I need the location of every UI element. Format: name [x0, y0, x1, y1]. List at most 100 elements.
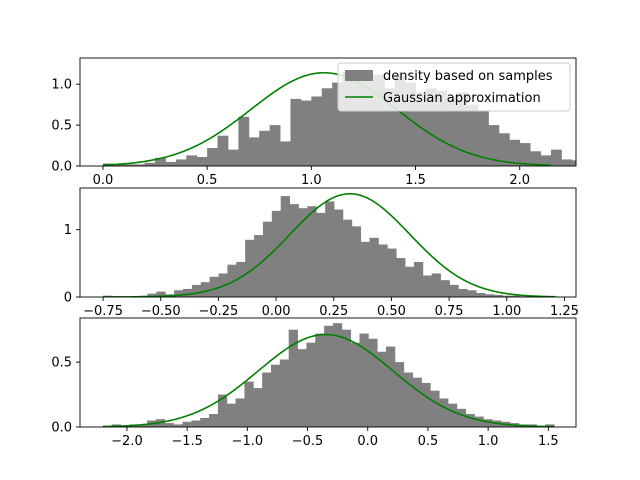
histogram-bar — [484, 294, 495, 297]
histogram-bar — [306, 342, 316, 427]
histogram-bar — [511, 295, 521, 297]
x-tick-label: 0.0 — [93, 173, 114, 188]
subplots: 0.0 0.5 1.0 1.5 2.0 0.0 0.5 1.0 density based on… — [51, 57, 579, 449]
histogram-bar — [147, 293, 157, 297]
subplot-2: −0.75 −0.50 −0.25 0.00 0.25 0.50 0.75 1.00 1.25 0… — [64, 187, 579, 319]
histogram-bar — [144, 162, 156, 166]
histogram-bar — [227, 149, 239, 166]
histogram-3 — [102, 323, 555, 427]
histogram-bar — [332, 323, 343, 427]
x-tick-label: 0.00 — [262, 304, 291, 319]
x-tick-label: −0.25 — [198, 304, 238, 319]
histogram-bar — [200, 282, 211, 297]
histogram-bar — [561, 159, 573, 166]
axes-frame — [79, 317, 577, 428]
histogram-bar — [186, 155, 198, 166]
y-tick-label: 1 — [64, 223, 72, 238]
histogram-bar — [425, 88, 437, 166]
histogram-bar — [173, 424, 183, 427]
x-tick-label: 0.0 — [357, 434, 378, 449]
histogram-bar — [262, 221, 273, 297]
y-tick-label: 0.5 — [51, 119, 72, 134]
histogram-2 — [103, 196, 557, 297]
histogram-bar — [458, 288, 468, 297]
histogram-bar — [412, 377, 422, 427]
histogram-bar — [550, 149, 562, 166]
legend-label-gaussian: Gaussian approximation — [383, 91, 541, 106]
histogram-bar — [342, 219, 353, 297]
histogram-bar — [244, 381, 254, 427]
histogram-bar — [483, 419, 493, 427]
histogram-bar — [377, 351, 387, 427]
histogram-bar — [509, 139, 521, 166]
histogram-bar — [174, 290, 184, 297]
histogram-bar — [502, 295, 513, 297]
histogram-bar — [394, 362, 405, 427]
histogram-bar — [253, 388, 263, 427]
histogram-bar — [134, 164, 146, 166]
histogram-bar — [270, 364, 281, 427]
histogram-bar — [373, 74, 385, 166]
histogram-bar — [196, 157, 208, 166]
y-tick-label: 1.0 — [51, 78, 72, 93]
histogram-bar — [476, 292, 486, 297]
subplot-1: 0.0 0.5 1.0 1.5 2.0 0.0 0.5 1.0 density based on… — [51, 57, 577, 188]
histogram-bar — [288, 329, 298, 427]
histogram-bar — [540, 155, 552, 166]
histogram-bar — [289, 204, 299, 297]
x-tick-label: −0.5 — [292, 434, 324, 449]
x-tick-label: 1.5 — [538, 434, 559, 449]
histogram-bar — [155, 157, 166, 166]
histogram-bar — [359, 333, 369, 427]
histogram-bar — [236, 262, 246, 297]
histogram-bar — [164, 423, 175, 427]
legend-box — [337, 62, 571, 112]
histogram-bar — [248, 137, 260, 166]
x-tick-label: −1.0 — [232, 434, 264, 449]
histogram-bar — [259, 130, 271, 166]
histogram-bar — [209, 276, 219, 297]
histogram-bar — [191, 284, 202, 297]
histogram-bar — [290, 98, 302, 166]
x-tick-label: 0.75 — [435, 304, 464, 319]
histogram-bar — [519, 143, 531, 166]
histogram-bar — [431, 273, 441, 297]
x-tick-label: −2.0 — [111, 434, 143, 449]
legend-swatch-histogram — [345, 70, 373, 81]
axes-frame — [79, 57, 577, 167]
histogram-bar — [394, 76, 406, 166]
plot-area-2 — [103, 192, 557, 297]
histogram-bar — [280, 141, 291, 166]
histogram-bar — [280, 196, 290, 297]
histogram-bar — [262, 372, 272, 427]
histogram-bar — [183, 288, 193, 297]
x-tick-label: −1.5 — [171, 434, 203, 449]
histogram-bar — [238, 116, 250, 166]
histogram-bar — [405, 266, 415, 297]
y-tick-label: 0.0 — [51, 160, 72, 175]
histogram-bar — [384, 88, 396, 166]
histogram-bar — [421, 382, 431, 427]
histogram-bar — [182, 421, 192, 427]
y-tick-label: 0.0 — [51, 421, 72, 436]
histogram-bar — [369, 237, 379, 297]
histogram-bar — [138, 424, 148, 427]
gaussian-curve — [102, 333, 555, 427]
histogram-bar — [271, 210, 282, 297]
histogram-bar — [350, 342, 360, 427]
histogram-bar — [113, 164, 125, 166]
histogram-bar — [191, 420, 201, 427]
x-tick-label: 1.00 — [492, 304, 521, 319]
histogram-bar — [333, 209, 344, 297]
x-tick-label: −0.75 — [83, 304, 123, 319]
x-tick-label: 0.5 — [197, 173, 218, 188]
gaussian-curve — [102, 71, 552, 166]
histogram-bar — [209, 414, 219, 427]
histogram-bar — [351, 226, 362, 297]
histogram-bar — [447, 403, 458, 427]
x-tick-label: 0.50 — [377, 304, 406, 319]
histogram-bar — [207, 148, 218, 166]
histogram-bar — [325, 201, 335, 297]
histogram-bar — [217, 394, 228, 427]
histogram-bar — [396, 257, 406, 297]
